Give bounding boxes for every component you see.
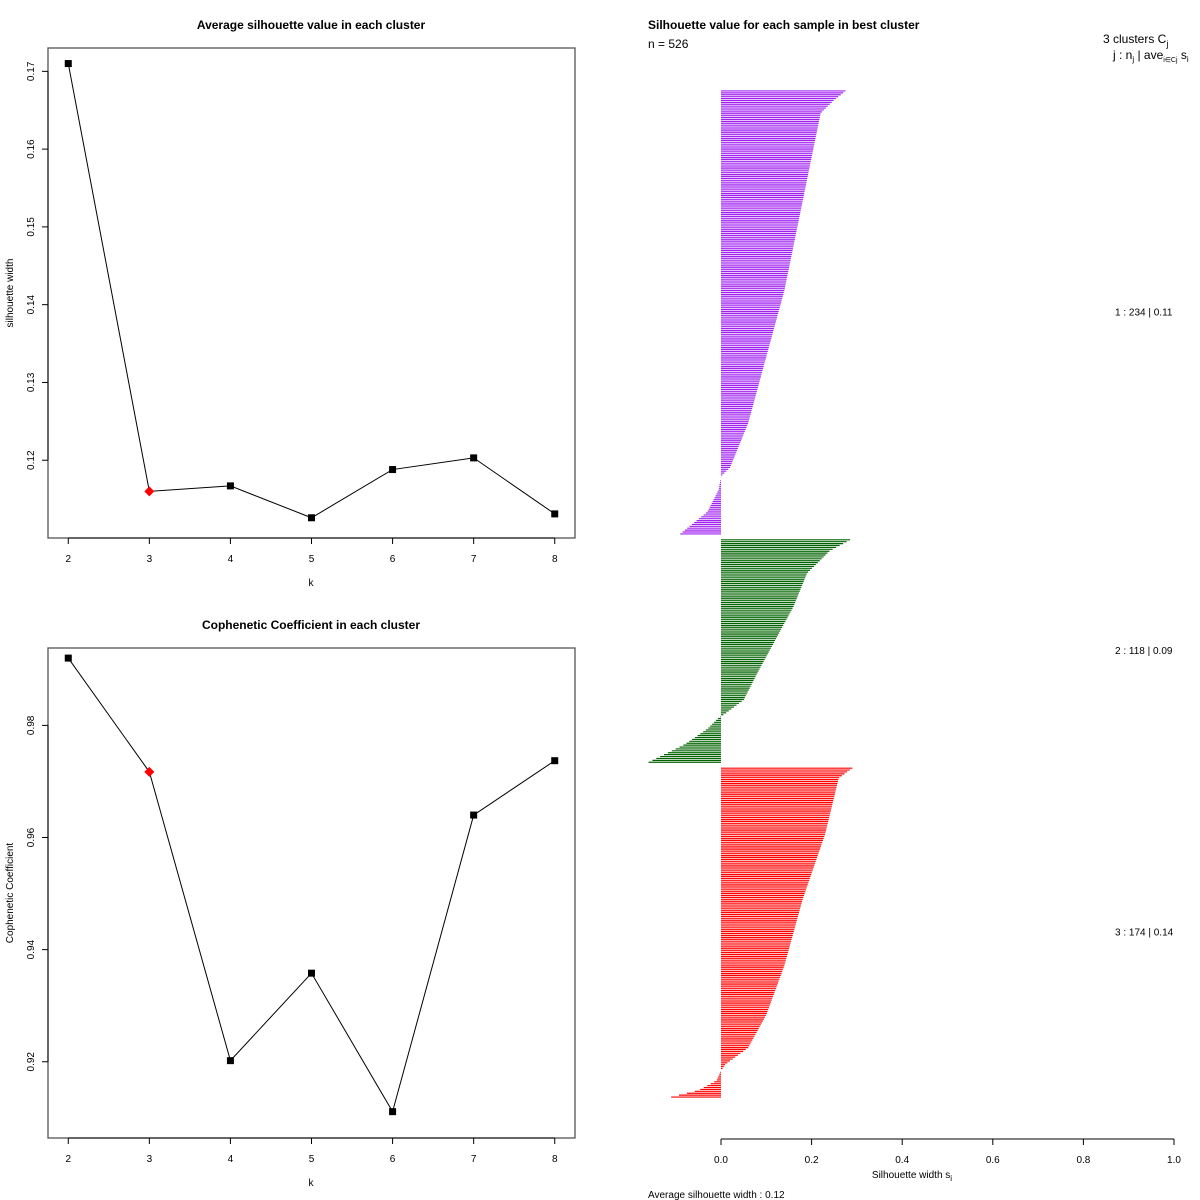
x-axis-label: Silhouette width si	[872, 1170, 952, 1183]
data-point	[308, 514, 315, 522]
y-tick-label: 0.14	[26, 294, 37, 314]
x-axis: 2 3 4 5 6 7 8	[65, 537, 558, 565]
data-point	[551, 510, 559, 518]
x-tick-label: 0.4	[895, 1155, 909, 1166]
data-point	[470, 454, 478, 462]
x-tick-label: 0.0	[714, 1155, 728, 1166]
data-point	[389, 466, 397, 474]
x-tick-label: 6	[390, 1154, 396, 1165]
x-tick-label: 3	[147, 554, 153, 565]
y-tick-label: 0.94	[26, 939, 37, 959]
x-tick-label: 2	[65, 1154, 71, 1165]
data-point	[64, 60, 72, 68]
cluster-label: 3 : 174 | 0.14	[1115, 928, 1174, 939]
y-axis-label: silhouette width	[5, 259, 16, 328]
sample-count-label: n = 526	[648, 37, 689, 51]
series	[64, 654, 559, 1116]
x-tick-label: 0.6	[986, 1155, 1000, 1166]
x-tick-label: 4	[228, 554, 234, 565]
silhouette-k-chart: Average silhouette value in each cluster…	[5, 18, 576, 589]
y-tick-label: 0.16	[26, 139, 37, 159]
x-tick-label: 0.8	[1076, 1155, 1090, 1166]
y-tick-label: 0.96	[26, 827, 37, 847]
data-point	[226, 482, 234, 490]
data-point	[226, 1057, 234, 1065]
x-tick-label: 4	[228, 1154, 234, 1165]
series-line	[67, 63, 556, 519]
x-tick-label: 8	[552, 554, 558, 565]
data-point	[470, 811, 478, 819]
highlight-point	[144, 766, 155, 777]
x-tick-label: 3	[147, 1154, 153, 1165]
y-tick-label: 0.92	[26, 1052, 37, 1072]
series	[64, 60, 559, 522]
y-tick-label: 0.15	[26, 217, 37, 237]
x-tick-label: 5	[309, 1154, 315, 1165]
x-axis: 0.0 0.2 0.4 0.6 0.8 1.0	[714, 1138, 1181, 1166]
series-line	[67, 657, 556, 1113]
x-tick-label: 2	[65, 554, 71, 565]
x-tick-label: 8	[552, 1154, 558, 1165]
y-tick-label: 0.98	[26, 715, 37, 735]
y-axis: 0.92 0.94 0.96 0.98	[26, 715, 49, 1072]
data-point	[389, 1108, 397, 1116]
highlight-point	[144, 486, 155, 497]
y-tick-label: 0.12	[26, 450, 37, 470]
y-tick-label: 0.17	[26, 61, 37, 81]
x-axis-label: k	[309, 1178, 315, 1189]
y-axis: 0.12 0.13 0.14 0.15 0.16 0.17	[26, 61, 49, 470]
plot-frame	[47, 647, 576, 1139]
cluster-label: 2 : 118 | 0.09	[1115, 646, 1173, 657]
silhouette-bars	[648, 90, 853, 1098]
average-width-footer: Average silhouette width : 0.12	[648, 1190, 785, 1200]
cophenetic-k-chart: Cophenetic Coefficient in each cluster 2…	[5, 618, 576, 1189]
x-tick-label: 0.2	[805, 1155, 819, 1166]
silhouette-sample-chart: Silhouette value for each sample in best…	[648, 18, 1189, 1200]
plot-frame	[47, 47, 576, 539]
data-point	[551, 757, 559, 765]
x-axis-label: k	[309, 578, 315, 589]
legend-header: 3 clusters Cj	[1103, 32, 1168, 49]
data-point	[64, 654, 72, 662]
x-tick-label: 1.0	[1167, 1155, 1181, 1166]
y-tick-label: 0.13	[26, 372, 37, 392]
chart-title: Cophenetic Coefficient in each cluster	[202, 618, 420, 632]
x-tick-label: 5	[309, 554, 315, 565]
x-axis: 2 3 4 5 6 7 8	[65, 1137, 558, 1165]
x-tick-label: 7	[471, 554, 477, 565]
cluster-label: 1 : 234 | 0.11	[1115, 307, 1173, 318]
chart-title: Average silhouette value in each cluster	[197, 18, 426, 32]
y-axis-label: Cophenetic Coefficient	[5, 843, 16, 944]
chart-title: Silhouette value for each sample in best…	[648, 18, 920, 32]
data-point	[308, 969, 315, 977]
cluster-labels: 1 : 234 | 0.11 2 : 118 | 0.09 3 : 174 | 0.…	[1115, 307, 1174, 938]
x-tick-label: 6	[390, 554, 396, 565]
x-tick-label: 7	[471, 1154, 477, 1165]
legend-subheader: j : nj | avei∈Cj si	[1112, 48, 1189, 64]
